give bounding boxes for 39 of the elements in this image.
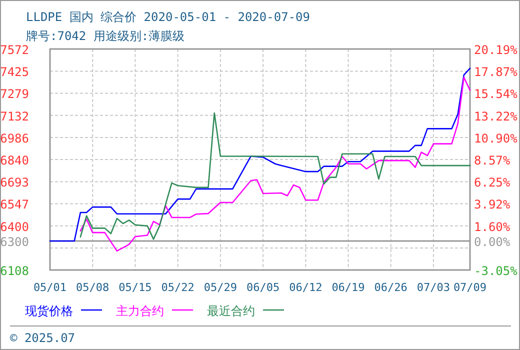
y2-tick-label: 8.57% bbox=[474, 154, 511, 168]
y-tick-label: 6840 bbox=[0, 154, 29, 168]
x-tick-label: 06/19 bbox=[332, 281, 365, 294]
legend-label: 现货价格 bbox=[25, 304, 73, 318]
y-tick-label: 6693 bbox=[0, 176, 29, 190]
chart-title: LLDPE 国内 综合价 2020-05-01 - 2020-07-09 bbox=[26, 10, 310, 24]
x-tick-label: 07/09 bbox=[453, 281, 487, 294]
x-tick-label: 05/08 bbox=[76, 281, 110, 294]
y2-tick-label: 13.22% bbox=[474, 109, 518, 124]
chart-subtitle: 牌号:7042 用途级别:薄膜级 bbox=[26, 29, 185, 43]
y-tick-label: 6300 bbox=[0, 235, 29, 250]
x-tick-label: 05/22 bbox=[161, 281, 194, 294]
x-tick-label: 06/12 bbox=[289, 281, 322, 294]
y2-tick-label: 17.87% bbox=[474, 65, 518, 80]
legend-label: 主力合约 bbox=[116, 304, 164, 318]
x-tick-label: 06/05 bbox=[246, 281, 280, 294]
y-tick-label: 7132 bbox=[0, 109, 29, 124]
y2-tick-label: 0.00% bbox=[474, 234, 511, 249]
y-tick-label: 6986 bbox=[0, 131, 29, 146]
x-tick-label: 07/03 bbox=[416, 281, 450, 294]
text: © 2025.07 bbox=[10, 331, 76, 345]
x-tick-label: 05/15 bbox=[118, 281, 152, 294]
x-tick-label: 05/29 bbox=[204, 281, 237, 294]
y-tick-label: 6108 bbox=[0, 264, 29, 278]
y2-tick-label: 6.25% bbox=[474, 176, 511, 190]
y-tick-label: 6400 bbox=[0, 220, 29, 234]
y2-tick-label: 3.92% bbox=[474, 198, 511, 212]
y-tick-label: 6547 bbox=[0, 198, 29, 212]
y2-tick-label: 10.90% bbox=[474, 131, 518, 146]
legend-label: 最近合约 bbox=[207, 304, 255, 318]
y-tick-label: 7279 bbox=[0, 87, 29, 102]
x-tick-label: 05/01 bbox=[33, 281, 67, 294]
y2-tick-label: 1.60% bbox=[474, 220, 511, 234]
y2-tick-label: -3.05% bbox=[474, 264, 518, 278]
x-tick-label: 06/26 bbox=[374, 281, 408, 294]
y-tick-label: 7425 bbox=[0, 65, 29, 80]
y-tick-label: 7572 bbox=[0, 43, 29, 57]
y2-tick-label: 20.19% bbox=[474, 43, 518, 57]
y2-tick-label: 15.54% bbox=[474, 87, 518, 102]
